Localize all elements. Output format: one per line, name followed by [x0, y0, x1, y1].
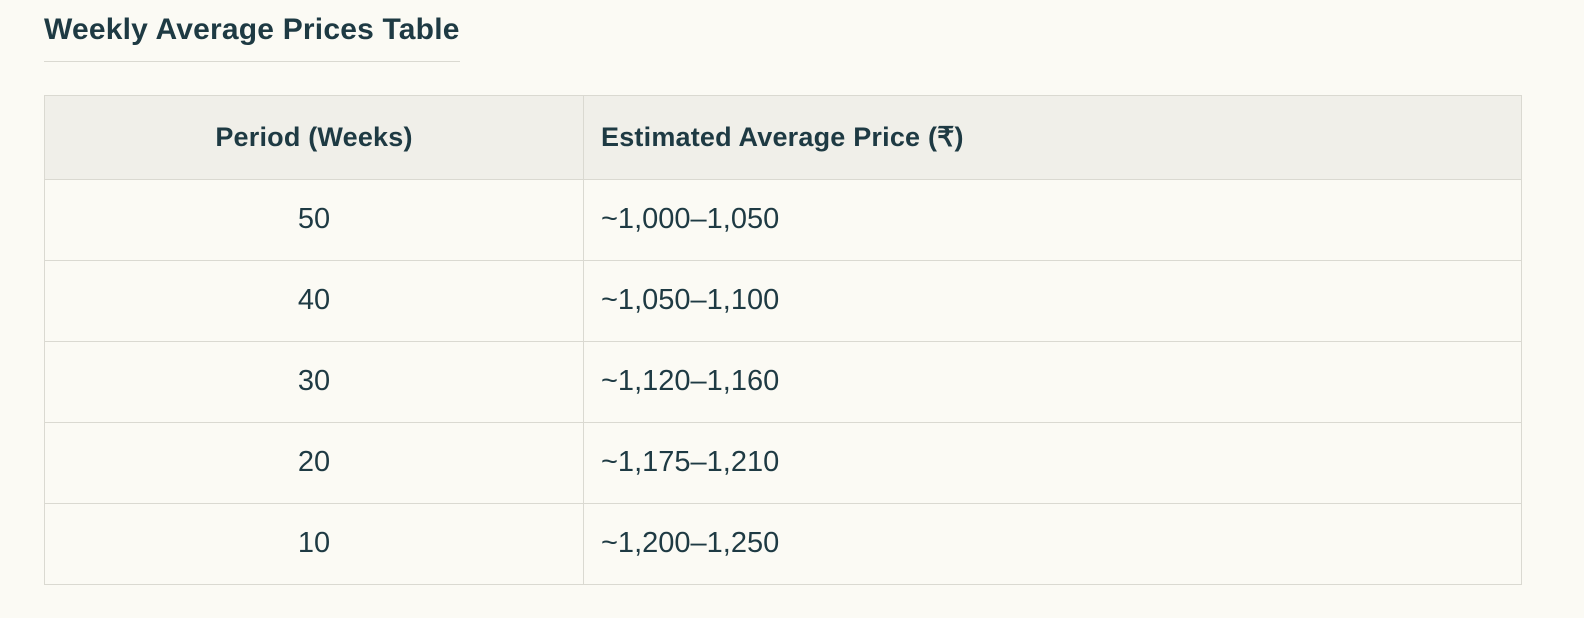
price-cell: ~1,050–1,100 [583, 259, 1522, 342]
table-row: 30 ~1,120–1,160 [44, 340, 1522, 423]
price-cell: ~1,000–1,050 [583, 178, 1522, 261]
weekly-average-prices-table: Period (Weeks) Estimated Average Price (… [44, 94, 1522, 585]
table-body: 50 ~1,000–1,050 40 ~1,050–1,100 30 ~1,12… [44, 178, 1522, 585]
period-cell: 20 [44, 421, 584, 504]
period-cell: 30 [44, 340, 584, 423]
page-title: Weekly Average Prices Table [44, 13, 460, 62]
period-cell: 10 [44, 502, 584, 585]
table-row: 40 ~1,050–1,100 [44, 259, 1522, 342]
period-cell: 50 [44, 178, 584, 261]
price-cell: ~1,175–1,210 [583, 421, 1522, 504]
table-row: 10 ~1,200–1,250 [44, 502, 1522, 585]
table-row: 50 ~1,000–1,050 [44, 178, 1522, 261]
column-header-period: Period (Weeks) [44, 94, 584, 180]
table-header: Period (Weeks) Estimated Average Price (… [44, 94, 1522, 180]
header-row: Period (Weeks) Estimated Average Price (… [44, 94, 1522, 180]
price-cell: ~1,120–1,160 [583, 340, 1522, 423]
price-cell: ~1,200–1,250 [583, 502, 1522, 585]
column-header-price: Estimated Average Price (₹) [583, 94, 1522, 180]
table-row: 20 ~1,175–1,210 [44, 421, 1522, 504]
period-cell: 40 [44, 259, 584, 342]
document-content: Weekly Average Prices Table Period (Week… [44, 13, 1522, 585]
